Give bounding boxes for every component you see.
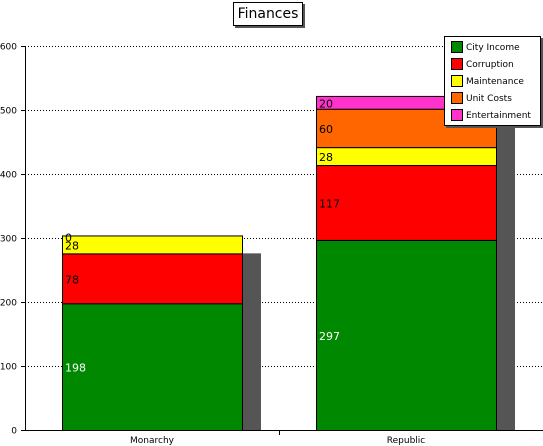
legend-entry: Maintenance [451,74,524,89]
y-tick-label: 0 [11,427,17,437]
data-label: 78 [65,273,79,286]
legend-label: City Income [466,43,520,53]
x-tick-label: Republic [387,436,426,446]
bar-shadows [242,110,515,430]
bar-shadow [242,253,261,430]
legend-swatch [451,108,463,121]
legend: City Income Corruption Maintenance Unit Cos… [444,36,541,126]
legend-label: Maintenance [466,77,524,87]
bar-segment [62,303,243,431]
y-tick-label: 300 [0,235,17,245]
legend-entry: Corruption [451,57,514,72]
bar-segment [62,235,243,255]
grid-lines [25,46,543,367]
data-label: 0 [65,231,72,244]
bar-segment [62,253,243,305]
y-tick-label: 100 [0,363,17,373]
legend-entry: City Income [451,40,520,55]
legend-label: Unit Costs [466,94,512,104]
data-label: 28 [319,151,333,164]
data-label: 20 [319,97,333,110]
legend-label: Corruption [466,60,514,70]
legend-swatch [451,91,463,104]
data-label: 198 [65,362,86,375]
legend-label: Entertainment [466,111,531,121]
data-label: 28 [65,239,79,252]
legend-entry: Unit Costs [451,91,512,106]
stacked-bars [62,95,497,431]
x-tick-label: Monarchy [130,436,175,446]
y-tick-label: 200 [0,299,17,309]
bar-segment [316,239,497,431]
legend-entry: Entertainment [451,108,531,123]
data-label: 117 [319,197,340,210]
y-tick-label: 400 [0,171,17,181]
bar-segment [316,147,497,167]
bar-segment [316,165,497,241]
chart-title: Finances [233,2,303,26]
data-label: 297 [319,330,340,343]
bar-shadow [496,110,515,430]
y-tick-label: 500 [0,107,17,117]
y-tick-label: 600 [0,43,17,53]
legend-swatch [451,40,463,53]
legend-swatch [451,74,463,87]
data-label: 60 [319,123,333,136]
legend-swatch [451,57,463,70]
